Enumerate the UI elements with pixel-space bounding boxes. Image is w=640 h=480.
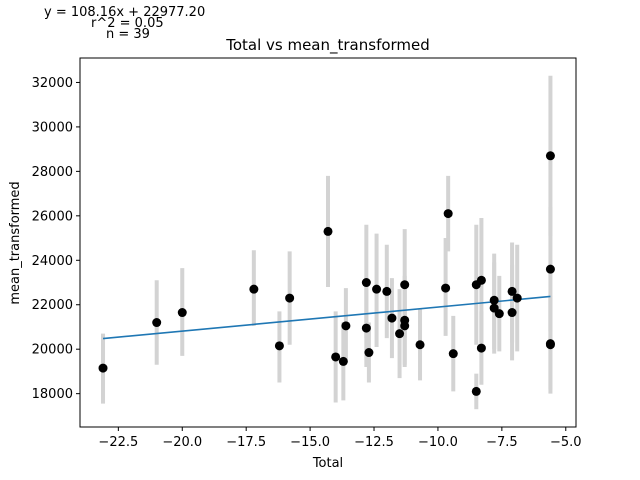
data-point — [400, 280, 410, 290]
x-tick-label: −20.0 — [162, 435, 202, 450]
points-layer — [98, 151, 555, 396]
y-tick-label: 22000 — [32, 298, 73, 313]
x-axis: −22.5 −20.0 −17.5 −15.0 −12.5 −10.0 −7.5 −5.0 — [98, 427, 582, 450]
data-point — [285, 293, 295, 303]
x-tick-label: −12.5 — [354, 435, 394, 450]
data-point — [98, 363, 108, 373]
data-point — [476, 275, 486, 285]
x-tick-label: −5.0 — [550, 435, 582, 450]
data-point — [494, 309, 504, 319]
data-point — [361, 323, 371, 333]
data-point — [441, 283, 451, 293]
y-tick-label: 20000 — [32, 343, 73, 358]
data-point — [507, 286, 517, 296]
data-point — [382, 286, 392, 296]
x-axis-label: Total — [312, 456, 343, 471]
fit-equation-annotation: y = 108.16x + 22977.20 — [44, 5, 206, 20]
errorbars-layer — [101, 75, 553, 410]
data-point — [274, 341, 284, 351]
data-point — [448, 349, 458, 359]
data-point — [152, 318, 162, 328]
data-point — [400, 321, 410, 331]
y-tick-label: 28000 — [32, 165, 73, 180]
chart-title: Total vs mean_transformed — [225, 36, 430, 55]
y-tick-label: 24000 — [32, 254, 73, 269]
data-point — [341, 321, 351, 331]
data-point — [489, 295, 499, 305]
data-point — [361, 278, 371, 288]
data-point — [471, 386, 481, 396]
x-tick-label: −17.5 — [226, 435, 266, 450]
r-squared-annotation: r^2 = 0.05 — [91, 16, 164, 31]
data-point — [387, 313, 397, 323]
data-point — [545, 264, 555, 274]
y-tick-label: 18000 — [32, 387, 73, 402]
data-point — [323, 226, 333, 236]
data-point — [415, 340, 425, 350]
y-tick-label: 32000 — [32, 76, 73, 91]
x-tick-label: −10.0 — [418, 435, 458, 450]
data-point — [476, 343, 486, 353]
data-point — [512, 293, 522, 303]
data-point — [331, 352, 341, 362]
data-point — [507, 308, 517, 318]
sample-size-annotation: n = 39 — [106, 27, 150, 42]
y-axis-label: mean_transformed — [8, 181, 23, 304]
data-point — [372, 284, 382, 294]
x-tick-label: −15.0 — [290, 435, 330, 450]
data-point — [545, 339, 555, 349]
data-point — [338, 356, 348, 366]
data-point — [395, 329, 405, 339]
data-point — [364, 348, 374, 358]
y-axis: 18000 20000 22000 24000 26000 28000 30000 32000 — [32, 76, 80, 402]
data-point — [443, 209, 453, 219]
data-point — [249, 284, 259, 294]
y-tick-label: 30000 — [32, 120, 73, 135]
fit-line — [102, 295, 551, 340]
data-point — [545, 151, 555, 161]
fit-line-layer — [102, 295, 551, 340]
data-point — [177, 308, 187, 318]
y-tick-label: 26000 — [32, 209, 73, 224]
x-tick-label: −22.5 — [98, 435, 138, 450]
plot-frame — [79, 57, 577, 428]
x-tick-label: −7.5 — [486, 435, 518, 450]
